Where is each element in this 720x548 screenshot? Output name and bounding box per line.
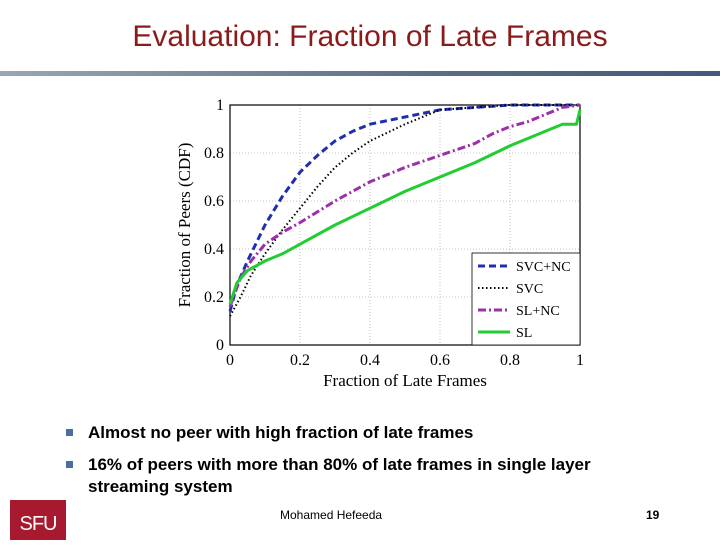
axis-ticks: 0 0.2 0.4 0.6 0.8 1 0 0.2 0.4 0.6 0.8 1 (204, 97, 584, 369)
bullet-text: Almost no peer with high fraction of lat… (88, 423, 474, 442)
bullet-item: 16% of peers with more than 80% of late … (62, 454, 662, 498)
bullet-list: Almost no peer with high fraction of lat… (62, 422, 662, 508)
legend-label: SVC+NC (516, 260, 571, 275)
series-line-sl (228, 109, 582, 305)
square-bullet-icon (66, 429, 73, 436)
y-axis-label: Fraction of Peers (CDF) (175, 143, 194, 308)
y-tick-label: 0.4 (204, 241, 224, 258)
legend-box (471, 252, 581, 346)
legend-label: SVC (516, 282, 543, 297)
y-tick-label: 0.6 (204, 193, 224, 210)
bullet-text: 16% of peers with more than 80% of late … (88, 455, 591, 496)
y-tick-label: 0.8 (204, 145, 224, 162)
cdf-chart: 0 0.2 0.4 0.6 0.8 1 0 0.2 0.4 0.6 0.8 1 SVC+NC SVC SL… (175, 97, 584, 390)
chart-legend: SVC+NC SVC SL+NC SL (471, 252, 581, 346)
page-number: 19 (646, 508, 660, 522)
legend-label: SL+NC (516, 304, 560, 319)
bullet-item: Almost no peer with high fraction of lat… (62, 422, 662, 444)
footer-author: Mohamed Hefeeda (280, 508, 383, 522)
x-tick-label: 0.8 (500, 352, 520, 369)
plot-frame (229, 104, 581, 346)
slide-title: Evaluation: Fraction of Late Frames (132, 20, 608, 53)
y-tick-label: 1 (216, 97, 224, 114)
x-tick-label: 0.6 (430, 352, 450, 369)
y-tick-label: 0 (216, 337, 224, 354)
x-tick-label: 1 (576, 352, 584, 369)
chart-series (228, 103, 582, 317)
sfu-logo: SFU (10, 500, 66, 540)
legend-label: SL (516, 326, 532, 341)
x-tick-label: 0 (226, 352, 234, 369)
x-tick-label: 0.2 (290, 352, 310, 369)
title-divider (0, 71, 720, 76)
x-tick-label: 0.4 (360, 352, 380, 369)
series-line-svc (229, 104, 580, 317)
series-line-sl-nc (228, 103, 581, 308)
x-axis-label: Fraction of Late Frames (323, 371, 487, 390)
y-tick-label: 0.2 (204, 289, 224, 306)
square-bullet-icon (66, 461, 73, 468)
